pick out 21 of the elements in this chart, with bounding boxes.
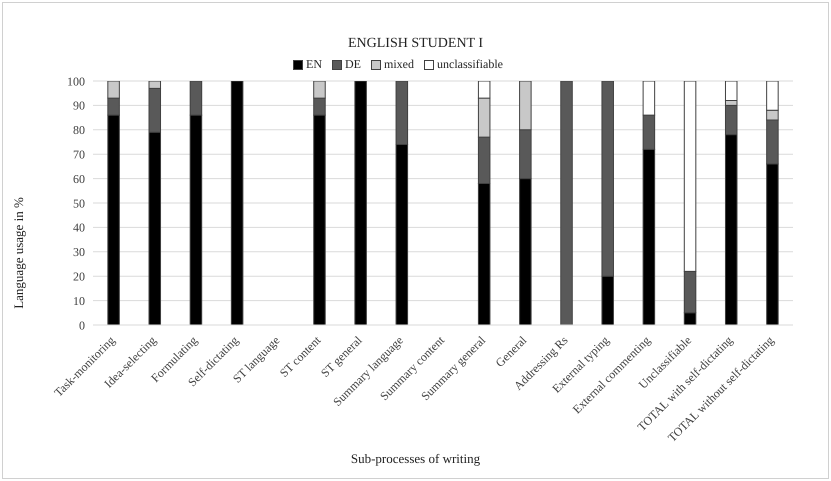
- bar: [560, 81, 573, 325]
- y-tick-label: 10: [73, 294, 85, 308]
- legend-label: DE: [344, 57, 361, 72]
- y-tick-label: 0: [79, 318, 85, 332]
- y-tick-label: 70: [73, 147, 85, 162]
- legend-label: EN: [305, 57, 322, 72]
- legend-label: mixed: [383, 57, 414, 72]
- y-tick-label: 50: [73, 196, 85, 210]
- y-tick-label: 40: [73, 220, 85, 235]
- y-tick-label: 60: [73, 172, 85, 186]
- x-axis-title: Sub-processes of writing: [350, 451, 482, 467]
- chart-title: ENGLISH STUDENT I: [346, 36, 484, 52]
- y-axis-title: Language usage in %: [11, 197, 27, 309]
- y-tick-label: 20: [73, 269, 85, 284]
- bar: [354, 81, 367, 325]
- bar: [230, 81, 244, 325]
- y-tick-label: 90: [73, 98, 85, 113]
- y-tick-label: 30: [73, 245, 85, 260]
- y-tick-label: 80: [73, 123, 85, 138]
- y-tick-label: 100: [67, 74, 85, 88]
- legend-label: unclassifiable: [436, 57, 503, 72]
